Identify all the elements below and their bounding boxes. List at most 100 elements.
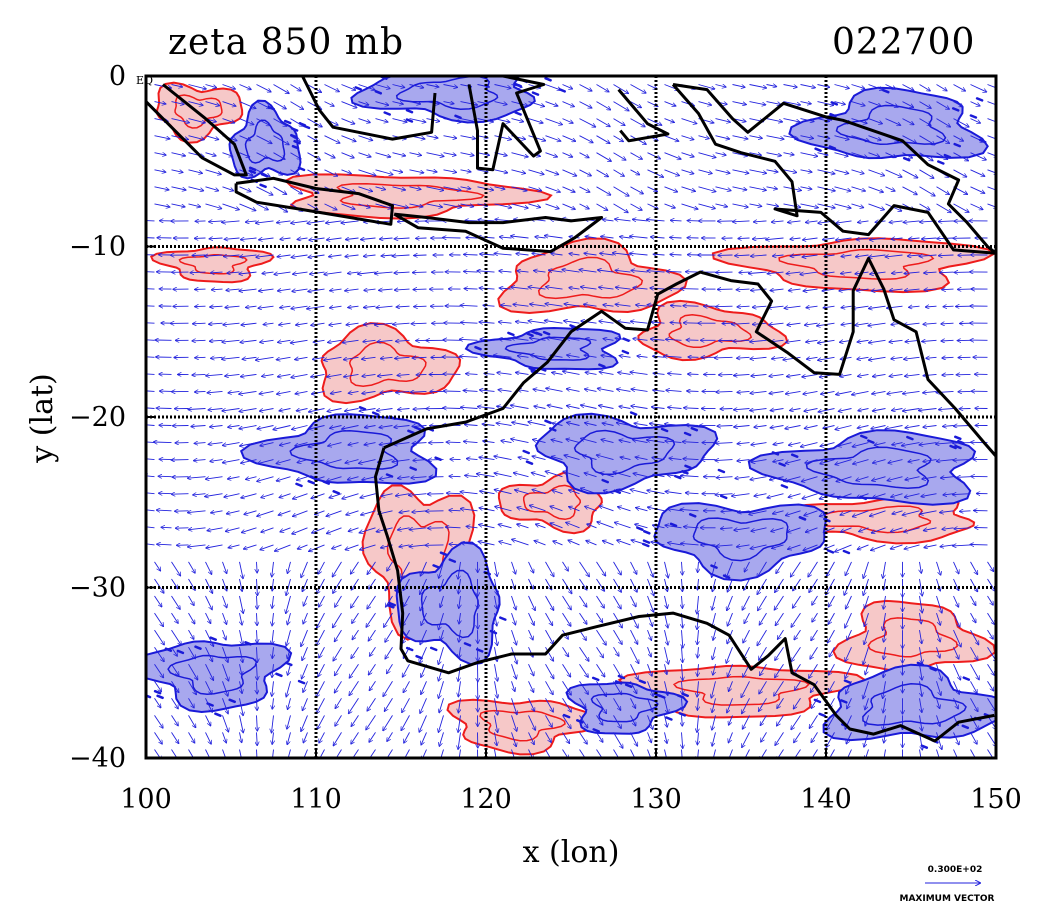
wind-vector (188, 84, 206, 89)
wind-vector (499, 339, 512, 340)
wind-vector (727, 698, 733, 712)
wind-vector (749, 101, 766, 105)
wind-vector (681, 186, 696, 191)
wind-vector (751, 544, 767, 549)
wind-vector (483, 424, 495, 425)
wind-vector (446, 527, 461, 528)
wind-vector (836, 390, 852, 394)
wind-vector (209, 221, 223, 222)
wind-vector (260, 340, 274, 342)
wind-vector (188, 409, 206, 410)
wind-vector (477, 85, 490, 88)
wind-vector (375, 187, 386, 190)
wind-vector (240, 613, 243, 625)
wind-vector (257, 476, 274, 482)
wind-vector (313, 357, 325, 359)
wind-vector (681, 203, 698, 209)
wind-vector (335, 698, 342, 708)
wind-vector (664, 101, 676, 106)
negative-contour-dash (244, 641, 252, 646)
wind-vector (277, 390, 291, 394)
wind-vector (528, 135, 546, 141)
wind-vector (665, 424, 682, 426)
wind-vector (171, 681, 179, 692)
wind-vector (395, 357, 410, 358)
wind-vector (664, 152, 681, 159)
wind-vector (330, 289, 342, 291)
wind-vector (511, 664, 517, 678)
wind-vector (600, 372, 614, 375)
positive-vorticity-region (446, 698, 604, 756)
wind-vector (681, 476, 699, 477)
wind-vector (581, 405, 597, 409)
wind-vector (188, 698, 194, 707)
wind-vector (364, 255, 376, 256)
negative-vorticity-region (146, 640, 293, 714)
negative-contour-dash (719, 494, 728, 500)
wind-vector (499, 524, 512, 529)
wind-vector (272, 698, 273, 709)
wind-vector (632, 389, 648, 392)
wind-vector (287, 647, 291, 658)
wind-vector (613, 681, 622, 694)
wind-vector (239, 118, 254, 125)
wind-vector (800, 170, 812, 172)
wind-vector (528, 169, 544, 175)
negative-contour-dash (409, 466, 417, 471)
wind-vector (460, 356, 478, 357)
wind-vector (188, 663, 198, 679)
wind-vector (808, 561, 818, 577)
wind-vector (545, 203, 559, 209)
wind-vector (562, 270, 580, 273)
wind-vector (458, 664, 461, 681)
wind-vector (318, 663, 325, 676)
negative-contour-dash (531, 91, 540, 96)
wind-vector (785, 306, 801, 308)
negative-contour-dash (998, 727, 1003, 729)
wind-vector (383, 715, 393, 730)
wind-vector (439, 732, 444, 746)
wind-vector (344, 373, 359, 376)
wind-vector (324, 101, 334, 107)
negative-contour-dash (683, 431, 692, 437)
wind-vector (562, 732, 570, 743)
wind-vector (545, 321, 563, 324)
wind-vector (793, 595, 801, 608)
negative-contour-dash (228, 698, 236, 704)
wind-vector (585, 423, 597, 426)
wind-vector (529, 287, 546, 289)
wind-vector (552, 440, 563, 444)
wind-vector (600, 253, 614, 255)
wind-vector (601, 236, 614, 238)
wind-vector (341, 84, 356, 91)
wind-vector (273, 152, 285, 159)
wind-vector (307, 305, 325, 309)
wind-vector (366, 612, 376, 627)
wind-vector (651, 339, 665, 340)
wind-vector (328, 408, 342, 412)
wind-vector (458, 681, 460, 696)
wind-vector (239, 715, 244, 732)
negative-contour-dash (562, 713, 571, 719)
wind-vector (351, 595, 359, 608)
negative-contour-dash (429, 646, 438, 652)
wind-vector (733, 340, 750, 341)
wind-vector (398, 528, 410, 530)
wind-vector (304, 595, 308, 606)
wind-vector (358, 84, 375, 90)
wind-vector (681, 135, 694, 140)
wind-vector (205, 681, 212, 694)
wind-vector (449, 544, 461, 545)
wind-vector (261, 527, 274, 532)
wind-vector (943, 426, 954, 427)
wind-vector (494, 561, 498, 576)
wind-vector (264, 323, 274, 324)
wind-vector (494, 698, 498, 714)
wind-vector (349, 527, 359, 532)
wind-vector (171, 715, 179, 725)
wind-vector (335, 681, 342, 692)
wind-vector (585, 473, 597, 478)
wind-vector (358, 101, 369, 105)
wind-vector (651, 237, 665, 238)
wind-vector (732, 323, 750, 324)
